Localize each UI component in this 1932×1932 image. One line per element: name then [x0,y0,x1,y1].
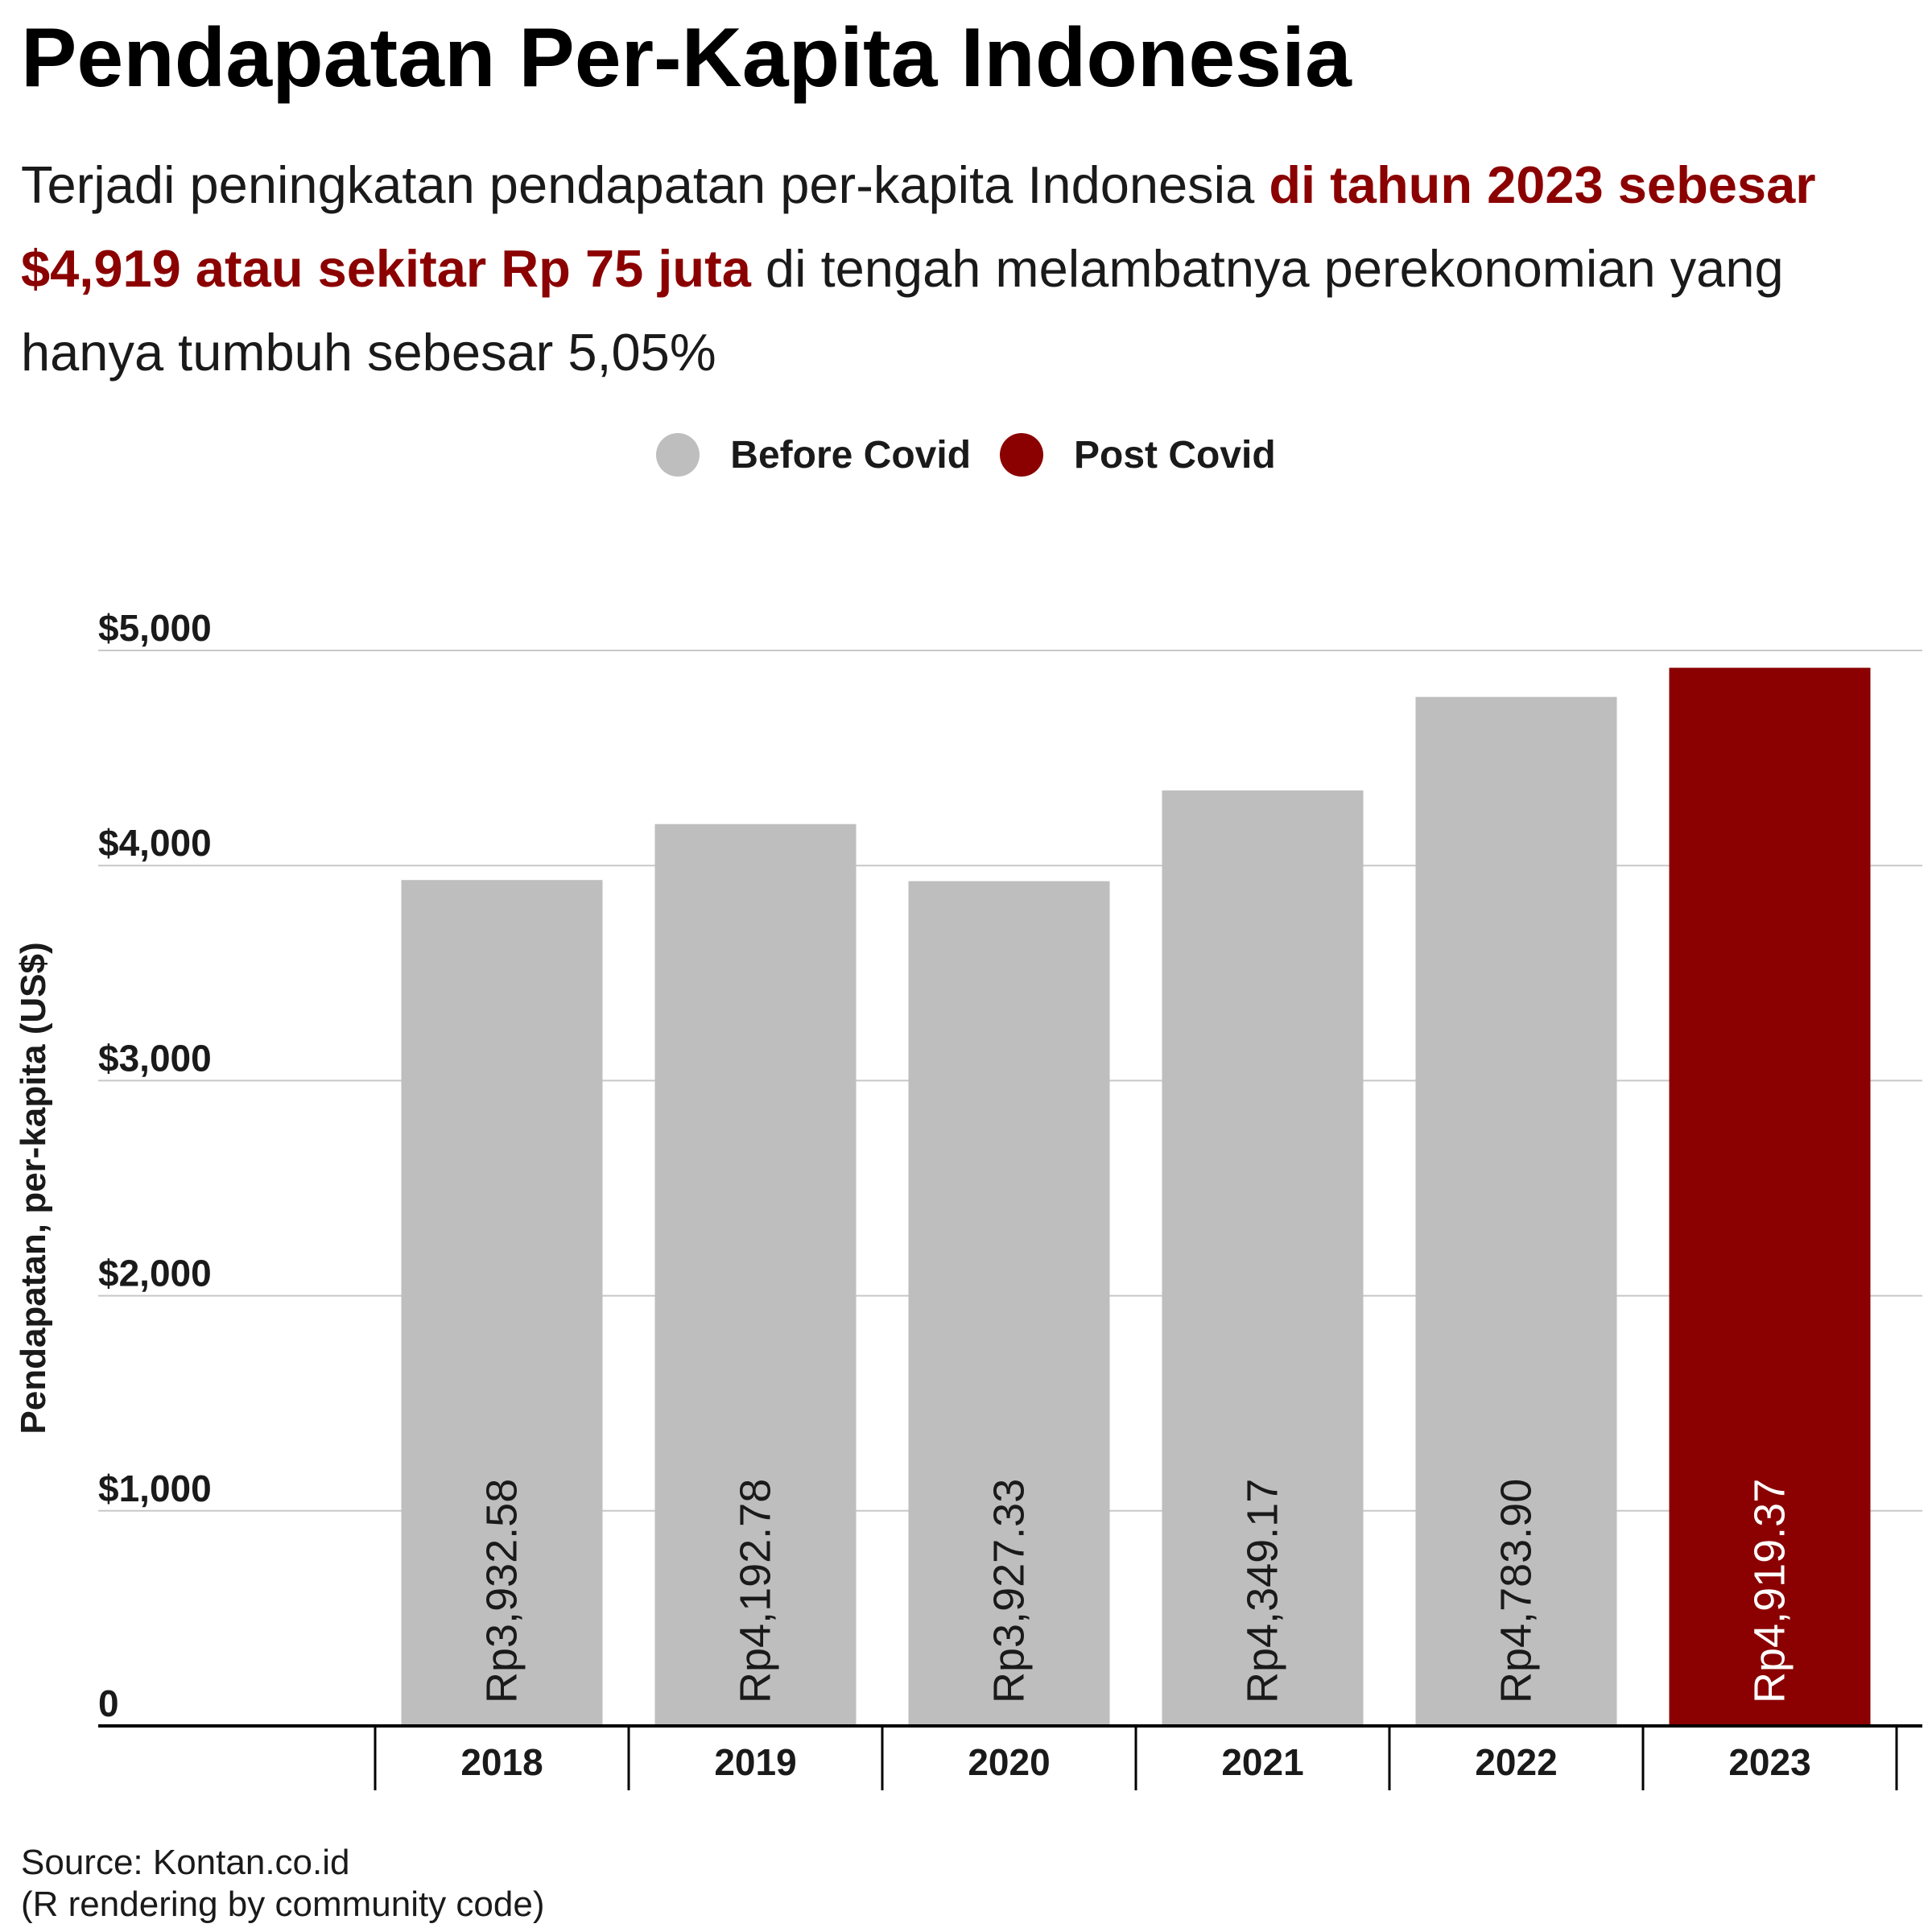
x-tick-label-2022: 2022 [1475,1741,1557,1783]
data-label-2018: Rp3,932.58 [478,1479,526,1703]
data-label-2021: Rp4,349.17 [1239,1479,1287,1703]
legend-label-post-covid: Post Covid [1074,433,1276,477]
bar-2018 [401,880,603,1726]
legend-swatch-post-covid [1000,433,1044,477]
legend-item-post-covid: Post Covid [1000,433,1276,477]
bar-2021 [1162,790,1364,1726]
bar-2019 [654,824,857,1726]
bar-2020 [908,881,1110,1726]
chart-legend: Before Covid Post Covid [0,427,1932,483]
caption-source: Source: Kontan.co.id [21,1843,350,1882]
legend-swatch-before-covid [656,433,700,477]
x-tick-label-2019: 2019 [714,1741,796,1783]
subtitle-text-end: di tengah melambatnya perekonomian yang … [21,239,1784,382]
subtitle-highlight: di tahun 2023 sebesar $4,919 atau sekita… [21,155,1816,298]
y-axis-title: Pendapatan, per-kapita (US$) [14,942,53,1434]
y-tick-label-2000: $2,000 [98,1253,212,1294]
bar-2022 [1415,696,1617,1726]
data-label-2022: Rp4,783.90 [1492,1479,1541,1703]
x-tick-label-2023: 2023 [1728,1741,1810,1783]
y-tick-label-5000: $5,000 [98,607,212,649]
y-tick-label-3000: $3,000 [98,1037,212,1079]
data-label-2019: Rp4,192.78 [732,1479,780,1703]
legend-label-before-covid: Before Covid [730,433,972,477]
y-tick-label-1000: $1,000 [98,1468,212,1509]
x-tick-label-2021: 2021 [1221,1741,1303,1783]
chart-subtitle: Terjadi peningkatan pendapatan per-kapit… [21,143,1905,394]
x-tick-label-2018: 2018 [460,1741,543,1783]
chart-caption: Source: Kontan.co.id (R rendering by com… [21,1842,544,1926]
caption-note: (R rendering by community code) [21,1885,545,1924]
y-tick-label-4000: $4,000 [98,822,212,864]
x-tick-label-2020: 2020 [968,1741,1050,1783]
data-label-2023: Rp4,919.37 [1746,1479,1794,1703]
subtitle-text-start: Terjadi peningkatan pendapatan per-kapit… [21,155,1269,214]
y-tick-label-0: 0 [98,1682,119,1724]
bar-2023 [1669,667,1871,1726]
legend-item-before-covid: Before Covid [656,433,971,477]
chart-title: Pendapatan Per-Kapita Indonesia [21,11,1352,105]
data-label-2020: Rp3,927.33 [985,1479,1034,1703]
